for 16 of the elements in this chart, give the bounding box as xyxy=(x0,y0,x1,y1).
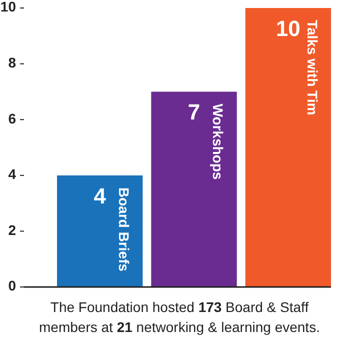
x-tick-label: Board Briefs xyxy=(116,187,132,272)
y-tick-label: 2 xyxy=(8,222,16,238)
data-label: 10 xyxy=(276,16,300,41)
y-tick-label: 8 xyxy=(8,54,16,71)
x-tick-label: Talks with Tim xyxy=(304,20,320,116)
y-tick-label: 4 xyxy=(8,166,16,182)
bar xyxy=(151,92,237,287)
x-tick-label: Workshops xyxy=(210,104,226,180)
text: The Foundation hosted 173 Board & Staff members at 21 networking & learning events. xyxy=(39,299,320,335)
y-tick-label: 10 xyxy=(0,0,16,15)
y-tick-label: 0 xyxy=(8,278,16,294)
y-tick-label: 6 xyxy=(8,110,16,126)
data-label: 4 xyxy=(94,183,107,208)
data-label: 7 xyxy=(188,100,200,125)
bar xyxy=(245,8,331,287)
bar xyxy=(57,175,143,287)
